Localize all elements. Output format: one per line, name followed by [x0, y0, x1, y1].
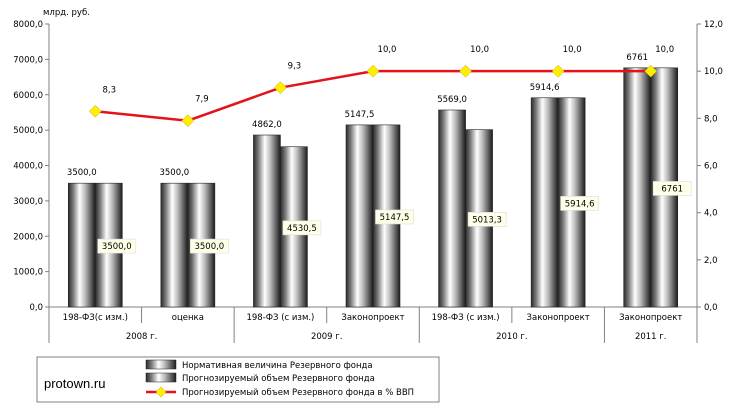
axes: 0,0 1000,0 2000,0 3000,0 4000,0 5000,0 6000,0 7…	[13, 8, 723, 343]
category-label: 198-ФЗ (с изм.)	[246, 313, 314, 323]
bar-normative	[253, 134, 281, 308]
bar-label-forecast: 6761	[661, 184, 683, 194]
group-label: 2011 г.	[635, 332, 667, 342]
y2-tick-label: 12,0	[704, 20, 723, 30]
percent-marker	[551, 64, 565, 78]
category-label: Законопроект	[341, 313, 404, 323]
bar-label-normative: 4862,0	[252, 120, 282, 130]
group-label: 2008 г.	[126, 332, 158, 342]
y-axis-label: млрд. руб.	[43, 8, 90, 18]
percent-label: 8,3	[103, 85, 117, 95]
group-label: 2009 г.	[311, 332, 343, 342]
percent-label: 7,9	[195, 95, 209, 105]
bar-label-box	[652, 181, 692, 196]
bar-label-box	[282, 220, 322, 236]
category-label: Законопроект	[527, 313, 590, 323]
legend-box	[36, 356, 440, 403]
bar-normative	[530, 97, 559, 308]
bar-normative	[160, 182, 189, 308]
percent-marker	[88, 104, 102, 118]
bar-label-forecast: 5013,3	[472, 215, 502, 225]
bar-label-normative: 6761	[626, 53, 648, 63]
legend: Нормативная величина Резервного фонда Про…	[36, 356, 440, 403]
y2-tick-label: 0,0	[704, 303, 718, 313]
bar-label-forecast: 5914,6	[565, 199, 595, 209]
group-label: 2010 г.	[496, 332, 528, 342]
bar-normative	[67, 182, 96, 308]
legend-label-forecast: Прогнозируемый объем Резервного фонда	[182, 374, 375, 384]
data-labels: 3500,0 3500,0 3500,0 3500,0 4862,0 4530,5 5147…	[67, 45, 692, 254]
y-tick-label: 6000,0	[13, 91, 43, 101]
y-tick-label: 1000,0	[13, 268, 43, 278]
bar-label-normative: 5569,0	[437, 95, 467, 105]
percent-marker	[274, 81, 287, 95]
category-label: 198-ФЗ(с изм.)	[63, 313, 128, 323]
percent-label: 10,0	[655, 45, 674, 55]
legend-swatch-percent-marker	[155, 386, 167, 398]
watermark: protown.ru	[44, 376, 106, 391]
y2-tick-label: 8,0	[704, 114, 718, 124]
y2-tick-label: 10,0	[704, 67, 723, 77]
bar-label-normative: 3500,0	[67, 168, 97, 178]
bar-label-box	[190, 238, 229, 254]
y2-tick-label: 6,0	[704, 162, 718, 172]
bar-label-forecast: 5147,5	[380, 213, 410, 223]
bar-label-forecast: 3500,0	[194, 242, 224, 252]
category-label: Законопроект	[619, 313, 682, 323]
percent-label: 10,0	[470, 45, 489, 55]
category-label: 198-ФЗ (с изм.)	[432, 313, 500, 323]
y-tick-label: 5000,0	[13, 126, 43, 136]
y-tick-label: 8000,0	[13, 20, 43, 30]
bar-label-forecast: 3500,0	[102, 242, 132, 252]
legend-swatch-forecast	[145, 372, 177, 383]
legend-label-normative: Нормативная величина Резервного фонда	[182, 361, 373, 371]
bar-label-box	[560, 196, 599, 211]
bar-label-box	[375, 209, 414, 225]
category-label: оценка	[172, 313, 204, 323]
y2-tick-label: 2,0	[704, 256, 718, 266]
bars	[67, 67, 679, 308]
bar-label-normative: 5147,5	[345, 110, 375, 120]
y-tick-label: 4000,0	[13, 162, 43, 172]
bar-normative	[345, 124, 374, 308]
percent-marker	[459, 64, 472, 78]
y-tick-label: 2000,0	[13, 232, 43, 242]
percent-marker	[366, 64, 380, 78]
y-tick-label: 7000,0	[13, 55, 43, 65]
bar-normative	[438, 109, 466, 308]
percent-label: 9,3	[288, 62, 302, 72]
y-tick-label: 0,0	[29, 303, 43, 313]
bar-label-forecast: 4530,5	[287, 224, 317, 234]
y2-tick-label: 4,0	[704, 209, 718, 219]
percent-label: 10,0	[563, 45, 582, 55]
percent-line	[88, 64, 658, 128]
legend-swatch-normative	[145, 359, 177, 370]
bar-label-normative: 3500,0	[159, 168, 189, 178]
percent-marker	[181, 114, 195, 128]
legend-label-percent: Прогнозируемый объем Резервного фонда в …	[182, 388, 414, 398]
bar-normative	[623, 67, 652, 308]
percent-label: 10,0	[378, 45, 397, 55]
percent-marker	[644, 64, 658, 78]
bar-label-normative: 5914,6	[530, 83, 560, 93]
bar-label-box	[97, 238, 137, 254]
bar-label-box	[467, 212, 507, 227]
y-tick-label: 3000,0	[13, 197, 43, 207]
